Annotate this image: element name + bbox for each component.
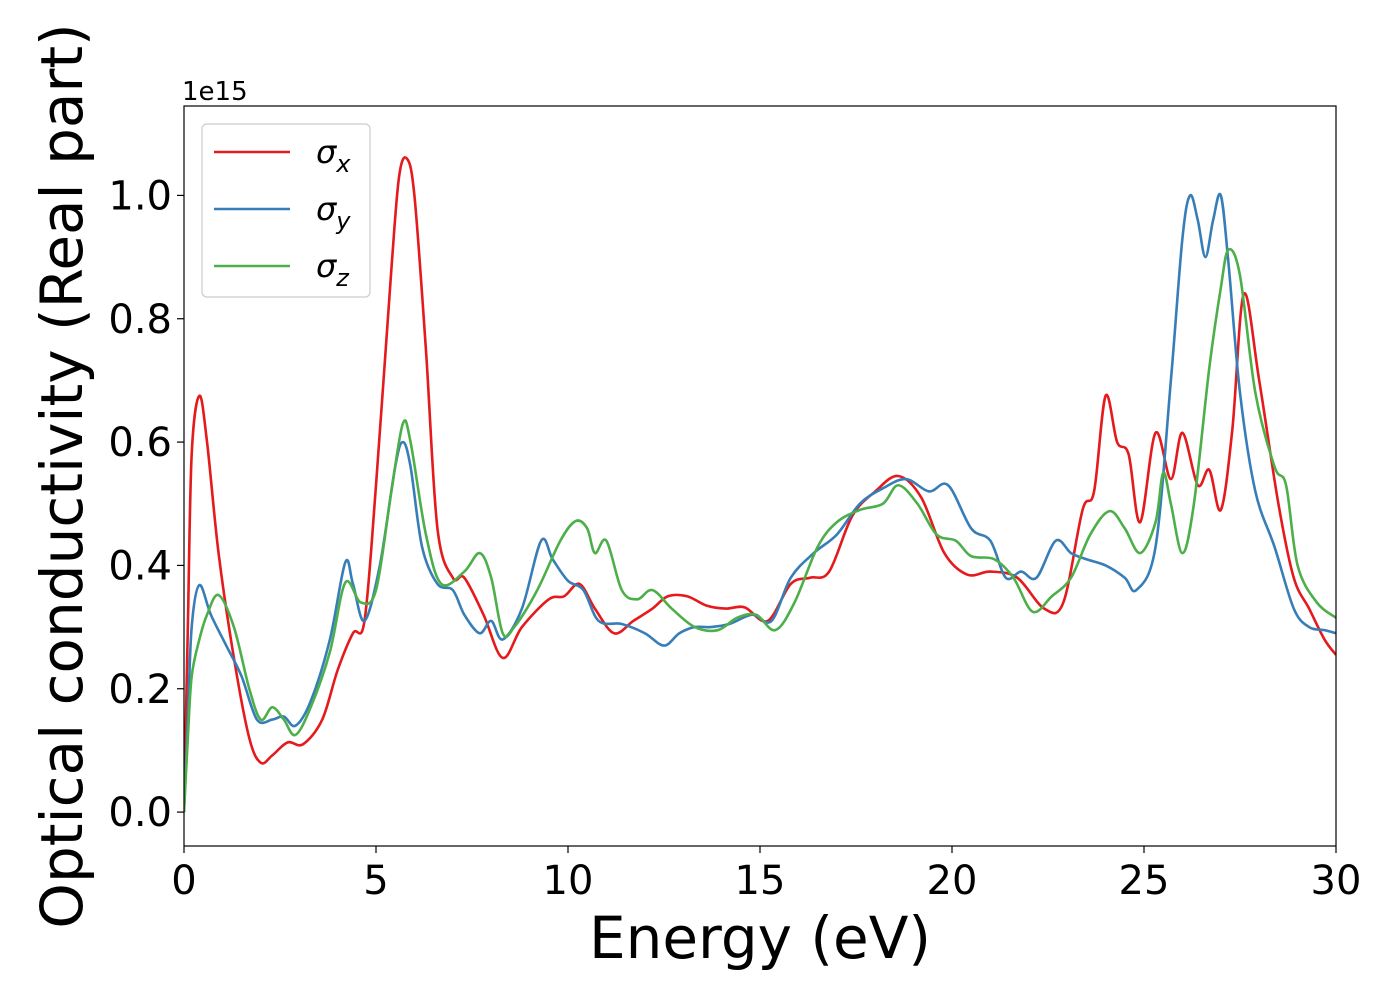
legend-label-x: σx (316, 133, 351, 178)
x-tick-label: 15 (735, 858, 786, 904)
y-tick-label: 1.0 (108, 173, 172, 219)
series-line-x (184, 156, 1336, 813)
series-line-z (184, 247, 1336, 813)
y-tick-label: 0.2 (108, 667, 172, 713)
plot-area-frame (183, 105, 1337, 847)
y-tick-label: 0.0 (108, 790, 172, 836)
x-tick-label: 5 (363, 858, 388, 904)
x-tick-label: 30 (1311, 858, 1362, 904)
x-tick-label: 10 (543, 858, 594, 904)
legend: σx σy σz (201, 123, 371, 298)
legend-label-y: σy (316, 190, 351, 235)
series-layer (184, 156, 1336, 813)
x-tick-label: 25 (1119, 858, 1170, 904)
series-line-y (184, 192, 1336, 813)
y-axis-label: Optical conductivity (Real part) (28, 23, 96, 928)
y-tick-label: 0.6 (108, 420, 172, 466)
tick-layer: 0 5 10 15 20 25 30 0.0 0.2 0.4 0.6 0.8 1.0 (108, 173, 1361, 904)
legend-box (201, 123, 371, 298)
x-tick-label: 0 (171, 858, 196, 904)
y-tick-label: 0.8 (108, 297, 172, 343)
legend-label-z: σz (316, 247, 350, 292)
y-tick-label: 0.4 (108, 543, 172, 589)
scale-label: 1e15 (182, 77, 248, 107)
x-tick-label: 20 (927, 858, 978, 904)
x-axis-label: Energy (eV) (589, 904, 931, 972)
